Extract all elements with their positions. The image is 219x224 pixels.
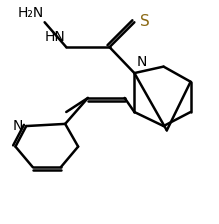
Text: H₂N: H₂N — [17, 6, 44, 20]
Text: N: N — [13, 119, 23, 133]
Text: S: S — [140, 14, 150, 29]
Text: HN: HN — [44, 30, 65, 44]
Text: N: N — [136, 55, 147, 69]
